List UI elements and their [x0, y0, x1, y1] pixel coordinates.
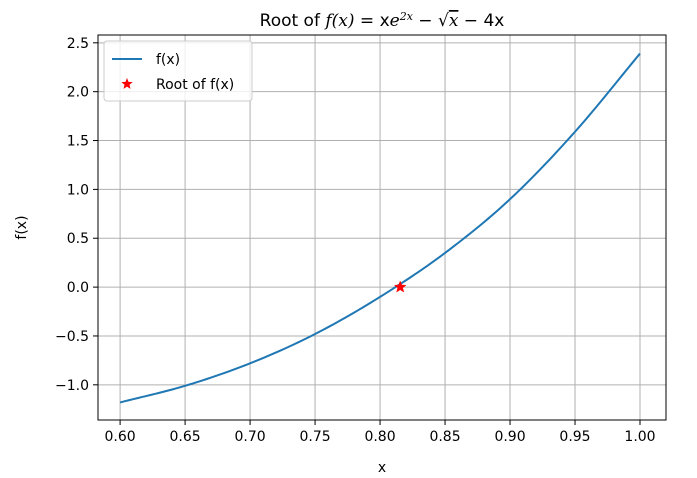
y-tick-label: 1.5	[67, 134, 89, 150]
y-tick-label: 1.0	[67, 182, 89, 198]
data-point-fx	[509, 198, 511, 200]
y-tick-label: 0.5	[67, 231, 89, 247]
y-tick-label: 0.0	[67, 280, 89, 296]
title-fx: f(x)	[323, 11, 354, 31]
data-point-fx	[639, 53, 641, 55]
x-tick-label: 0.95	[559, 429, 590, 445]
x-tick-label: 0.75	[299, 429, 330, 445]
legend: f(x) Root of f(x)	[103, 40, 253, 102]
title-rest: − 4x	[458, 11, 504, 31]
x-tick-label: 0.85	[429, 429, 460, 445]
data-point-fx	[379, 296, 381, 298]
y-tick-label: 2.5	[67, 36, 89, 52]
x-tick-label: 0.60	[105, 429, 136, 445]
chart-title: Root of f(x) = xe2x − √x − 4x	[260, 10, 505, 32]
x-tick-label: 0.65	[169, 429, 200, 445]
legend-label-fx: f(x)	[156, 52, 180, 68]
data-point-fx	[444, 252, 446, 254]
legend-label-root: Root of f(x)	[156, 77, 234, 93]
y-tick-label: −1.0	[55, 378, 89, 394]
series-line-fx	[119, 52, 641, 404]
data-point-fx	[249, 362, 251, 364]
x-axis-label: x	[378, 460, 386, 476]
title-sqrt-sign: √	[438, 11, 449, 31]
x-tick-label: 1.00	[624, 429, 655, 445]
plot-area	[119, 52, 641, 404]
title-sqrt-arg: x	[449, 11, 459, 31]
axes-frame	[97, 34, 667, 421]
x-tick-label: 0.70	[234, 429, 265, 445]
title-minus: −	[413, 11, 438, 31]
root-marker-star	[393, 280, 407, 293]
y-tick-label: −0.5	[55, 329, 89, 345]
legend-box	[103, 40, 253, 102]
y-axis-label: f(x)	[14, 215, 30, 239]
data-point-fx	[574, 131, 576, 133]
title-exp: 2x	[399, 10, 414, 23]
title-e: e	[390, 11, 400, 31]
x-tick-label: 0.90	[494, 429, 525, 445]
x-tick-label: 0.80	[364, 429, 395, 445]
data-point-fx	[119, 401, 121, 403]
data-point-fx	[184, 385, 186, 387]
y-tick-label: 2.0	[67, 85, 89, 101]
legend-star-swatch	[121, 78, 133, 89]
title-eq: = x	[355, 11, 390, 31]
ticks: 0.60 0.65 0.70 0.75 0.80 0.85 0.90 0.95 1.00 −1.0…	[55, 36, 656, 445]
data-point-fx	[314, 333, 316, 335]
title-prefix: Root of	[260, 11, 326, 31]
